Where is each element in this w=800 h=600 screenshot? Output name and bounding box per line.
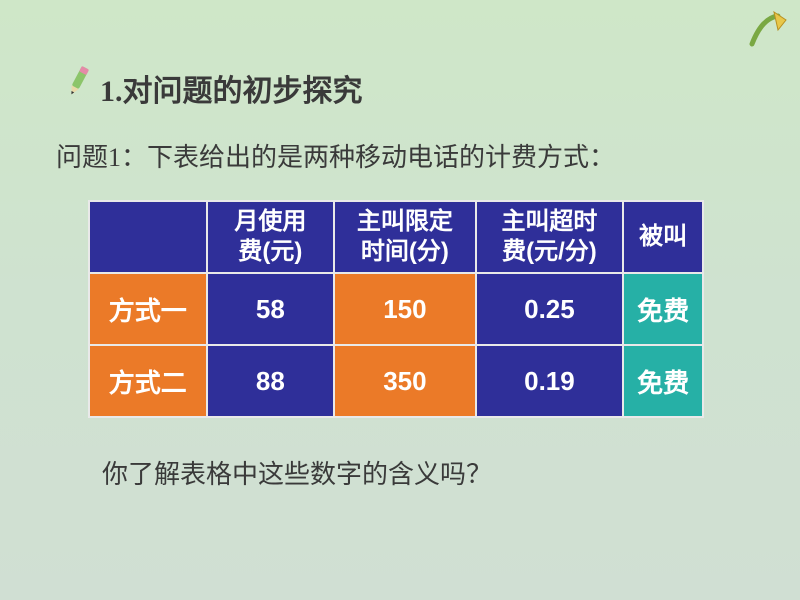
footer-question: 你了解表格中这些数字的含义吗？	[102, 454, 492, 491]
row1-fee: 58	[207, 273, 335, 345]
row2-fee: 88	[207, 345, 335, 417]
pricing-table: 月使用费(元) 主叫限定时间(分) 主叫超时费(元/分) 被叫 方式一 58 1…	[88, 200, 704, 418]
header-limit-time: 主叫限定时间(分)	[334, 201, 476, 273]
header-monthly-fee: 月使用费(元)	[207, 201, 335, 273]
header-called: 被叫	[623, 201, 703, 273]
section-title: 1.对问题的初步探究	[60, 66, 363, 110]
table-row: 方式二 88 350 0.19 免费	[89, 345, 703, 417]
header-blank	[89, 201, 207, 273]
row2-over: 0.19	[476, 345, 624, 417]
question-text: 问题1：下表给出的是两种移动电话的计费方式：	[56, 138, 696, 177]
corner-logo	[748, 8, 788, 48]
pencil-icon	[60, 64, 96, 100]
row1-called: 免费	[623, 273, 703, 345]
section-title-text: 1.对问题的初步探究	[100, 66, 363, 110]
row1-label: 方式一	[89, 273, 207, 345]
row2-label: 方式二	[89, 345, 207, 417]
row1-over: 0.25	[476, 273, 624, 345]
header-overtime-fee: 主叫超时费(元/分)	[476, 201, 624, 273]
table-row: 方式一 58 150 0.25 免费	[89, 273, 703, 345]
row2-limit: 350	[334, 345, 476, 417]
row2-called: 免费	[623, 345, 703, 417]
table-header-row: 月使用费(元) 主叫限定时间(分) 主叫超时费(元/分) 被叫	[89, 201, 703, 273]
row1-limit: 150	[334, 273, 476, 345]
